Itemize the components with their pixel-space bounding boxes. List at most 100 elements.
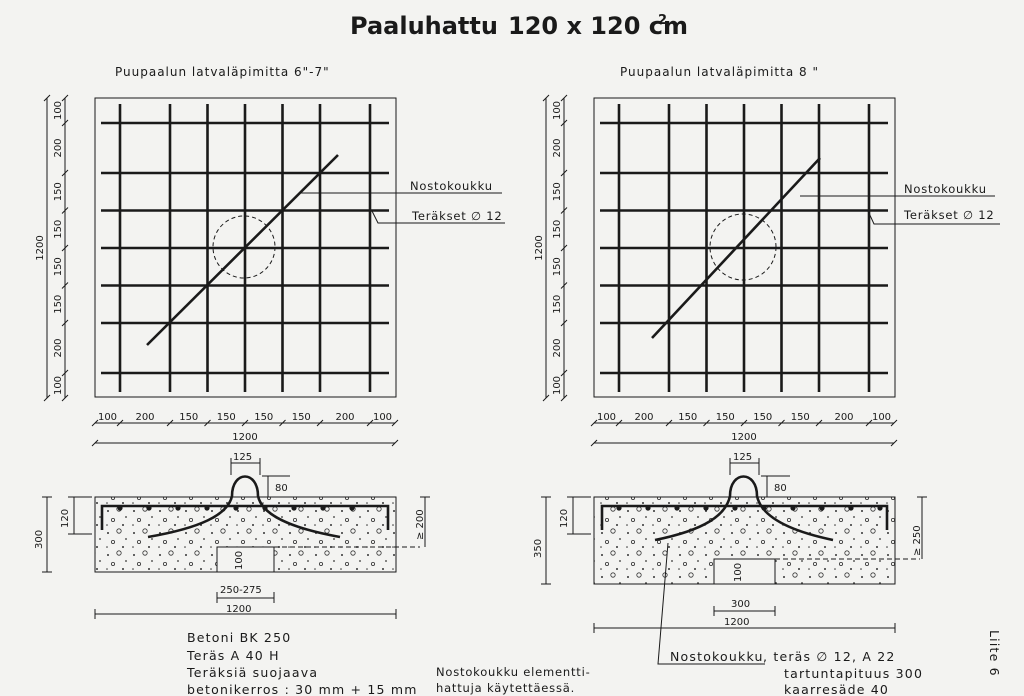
note-concrete: Betoni BK 250 bbox=[187, 630, 291, 645]
left-hook-width: 125 bbox=[233, 452, 252, 463]
drawing-title: Paaluhattu 120 x 120 cm 2 bbox=[350, 12, 688, 40]
left-rebar-label: Teräkset ∅ 12 bbox=[411, 209, 503, 223]
rebar-dot bbox=[877, 505, 883, 511]
rebar-dot bbox=[703, 505, 709, 511]
right-hook-note-leader bbox=[657, 542, 765, 665]
left-dim-side: 200 bbox=[53, 338, 64, 357]
left-rebar-leader bbox=[371, 210, 505, 224]
right-dim-total-v: 1200 bbox=[534, 235, 545, 260]
left-section-hook bbox=[147, 475, 341, 539]
rebar-dot bbox=[146, 505, 152, 511]
right-pile-outline bbox=[709, 213, 777, 281]
left-min-depth: ≥ 200 bbox=[415, 509, 426, 540]
rebar-dot bbox=[848, 505, 854, 511]
left-dim-side: 150 bbox=[53, 220, 64, 239]
left-pile-recess bbox=[216, 546, 275, 573]
right-dim-bottom: 100 bbox=[872, 412, 891, 423]
left-rebar-dots bbox=[117, 505, 355, 511]
rebar-dot bbox=[761, 505, 767, 511]
right-dim-bottom: 100 bbox=[597, 412, 616, 423]
right-dim-bottom: 200 bbox=[834, 412, 853, 423]
rebar-dot bbox=[117, 505, 123, 511]
rebar-dot bbox=[233, 505, 239, 511]
left-dim-bottom: 150 bbox=[254, 412, 273, 423]
right-thickness: 350 bbox=[533, 539, 544, 558]
right-pile-recess bbox=[713, 558, 776, 585]
right-dim-side: 150 bbox=[552, 295, 563, 314]
right-dim-total-h: 1200 bbox=[731, 432, 756, 443]
rebar-dot bbox=[320, 505, 326, 511]
right-min-depth: ≥ 250 bbox=[912, 525, 923, 556]
right-rebar-label: Teräkset ∅ 12 bbox=[903, 208, 995, 222]
title-superscript: 2 bbox=[658, 13, 667, 28]
left-dim-bottom: 150 bbox=[217, 412, 236, 423]
right-dim-bottom: 150 bbox=[716, 412, 735, 423]
rebar-dot bbox=[291, 505, 297, 511]
right-dim-side: 150 bbox=[552, 182, 563, 201]
right-dim-side: 200 bbox=[552, 338, 563, 357]
rebar-dot bbox=[262, 505, 268, 511]
right-dimensions: 100 200 150 150 150 150 200 100 1200 100 200 150 150… bbox=[534, 94, 898, 447]
left-section-view: 125 80 120 300 100 ≥ 200 250-275 1200 bbox=[34, 452, 430, 619]
left-dim-side: 150 bbox=[53, 182, 64, 201]
right-hole-width: 300 bbox=[731, 599, 750, 610]
right-dim-bottom: 150 bbox=[791, 412, 810, 423]
left-dim-side: 150 bbox=[53, 257, 64, 276]
left-dim-bottom: 200 bbox=[335, 412, 354, 423]
note-hook-radius: kaarresäde 40 bbox=[784, 682, 889, 696]
right-section-hook bbox=[654, 475, 834, 542]
right-rebar-leader bbox=[867, 210, 1000, 225]
rebar-dot bbox=[732, 505, 738, 511]
right-hook-label: Nostokoukku bbox=[904, 182, 987, 196]
left-dim-bottom: 100 bbox=[98, 412, 117, 423]
left-hole-width: 250-275 bbox=[220, 585, 262, 596]
right-dim-bottom: 150 bbox=[678, 412, 697, 423]
note-hook-label: Nostokoukku bbox=[670, 649, 764, 664]
left-dim-side: 100 bbox=[53, 376, 64, 395]
notes-middle: Nostokoukku elementti- hattuja käytettäe… bbox=[436, 665, 591, 695]
rebar-dot bbox=[204, 505, 210, 511]
rebar-dot bbox=[349, 505, 355, 511]
left-dim-side: 200 bbox=[53, 138, 64, 157]
appendix-label: Liite 6 bbox=[987, 630, 1002, 677]
right-section-view: 125 80 120 350 100 ≥ 250 300 1200 bbox=[533, 452, 927, 665]
left-pile-outline bbox=[212, 215, 276, 279]
right-hook-height: 80 bbox=[774, 483, 787, 494]
right-plan-view: Puupaalun latvaläpimitta 8 " Nostokoukku… bbox=[534, 65, 1000, 447]
note-hook-1: Nostokoukku elementti- bbox=[436, 665, 591, 679]
left-dim-bottom: 100 bbox=[373, 412, 392, 423]
right-dim-bottom: 200 bbox=[634, 412, 653, 423]
left-dim-bottom: 150 bbox=[179, 412, 198, 423]
left-section-total-width: 1200 bbox=[226, 604, 251, 615]
left-dim-side: 150 bbox=[53, 295, 64, 314]
right-top-rebar bbox=[600, 504, 889, 530]
left-dim-bottom: 200 bbox=[135, 412, 154, 423]
rebar-dot bbox=[175, 505, 181, 511]
rebar-dot bbox=[674, 505, 680, 511]
left-dim-total-v: 1200 bbox=[35, 235, 46, 260]
left-hook-label: Nostokoukku bbox=[410, 179, 493, 193]
left-dim-side: 100 bbox=[53, 101, 64, 120]
note-hook-2: hattuja käytettäessä. bbox=[436, 681, 575, 695]
notes-right: Nostokoukku , teräs ∅ 12, A 22 tartuntap… bbox=[670, 649, 922, 696]
right-lifting-hook-bar bbox=[651, 157, 821, 339]
left-dim-bottom: 150 bbox=[292, 412, 311, 423]
right-cover-top: 120 bbox=[559, 509, 570, 528]
left-cover-top: 120 bbox=[60, 509, 71, 528]
rebar-dot bbox=[819, 505, 825, 511]
note-cover-1: Teräksiä suojaava bbox=[186, 665, 318, 680]
left-dimensions: 100 200 150 150 150 150 200 100 1200 100 200 150 150… bbox=[35, 94, 399, 447]
rebar-dot bbox=[616, 505, 622, 511]
title-main: Paaluhattu bbox=[350, 12, 498, 40]
right-dim-side: 100 bbox=[552, 101, 563, 120]
title-dims: 120 x 120 cm bbox=[508, 12, 688, 40]
left-top-rebar bbox=[100, 504, 390, 530]
left-pile-depth: 100 bbox=[234, 551, 245, 570]
right-section-total-width: 1200 bbox=[724, 617, 749, 628]
right-rebar-grid bbox=[600, 104, 888, 392]
left-dim-total-h: 1200 bbox=[232, 432, 257, 443]
left-hook-height: 80 bbox=[275, 483, 288, 494]
right-plan-subtitle: Puupaalun latvaläpimitta 8 " bbox=[620, 65, 819, 79]
right-dim-side: 150 bbox=[552, 257, 563, 276]
note-hook-steel: , teräs ∅ 12, A 22 bbox=[763, 649, 896, 664]
